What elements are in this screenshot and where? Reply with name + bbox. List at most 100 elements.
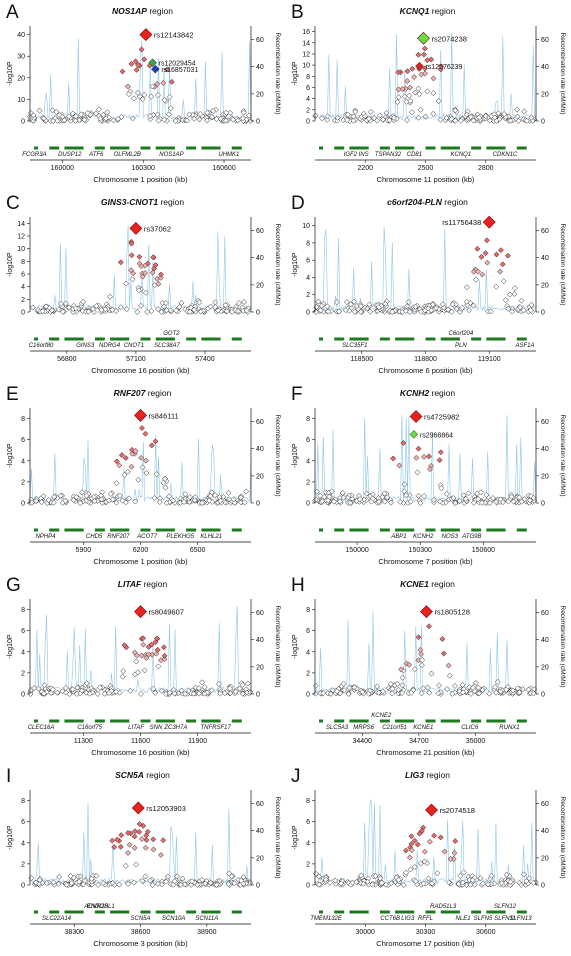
- snp-point: [181, 881, 188, 888]
- gene-label: IGF2: [344, 152, 358, 158]
- snp-point: [67, 873, 74, 880]
- snp-point: [484, 259, 491, 266]
- panel-title-gene: c6orf204-PLN: [387, 197, 442, 207]
- snp-point: [152, 438, 159, 445]
- snp-point: [479, 687, 486, 693]
- gene-bar: [395, 719, 412, 723]
- x-tick-label: 160600: [212, 165, 235, 172]
- snp-point: [76, 878, 83, 885]
- snp-point: [223, 109, 230, 116]
- y2-tick-label: 20: [256, 664, 264, 671]
- snp-point: [324, 303, 331, 310]
- snp-point: [128, 463, 135, 470]
- snp-point: [415, 492, 422, 499]
- snp-point: [399, 682, 406, 689]
- x-axis-label: Chromosome 16 position (kb): [91, 366, 190, 375]
- snp-point: [426, 623, 432, 630]
- snp-point: [420, 51, 427, 58]
- y-tick-label: 14: [17, 221, 25, 228]
- snp-point: [415, 634, 422, 641]
- gene-bar: [516, 337, 527, 341]
- y2-axis-label: Recombination rate (cM/Mb): [559, 33, 566, 115]
- snp-label: rs12029454: [159, 61, 196, 68]
- snp-point: [340, 680, 347, 687]
- y2-tick-label: 40: [541, 255, 549, 262]
- snp-point: [395, 86, 402, 93]
- snp-point: [182, 690, 189, 697]
- gene-label: SLC35F1: [342, 343, 367, 349]
- snp-point: [28, 875, 35, 881]
- snp-point: [415, 445, 422, 452]
- snp-point: [347, 499, 354, 506]
- snp-point: [467, 881, 474, 888]
- snp-point: [487, 308, 494, 315]
- snp-point: [142, 289, 149, 296]
- gene-label: TMEM132E: [310, 916, 343, 922]
- snp-point: [207, 879, 214, 886]
- gene-bar: [379, 910, 390, 914]
- snp-point: [374, 117, 381, 124]
- panel-letter: G: [6, 575, 21, 596]
- snp-point: [421, 45, 428, 52]
- snp-point: [353, 879, 360, 886]
- y-axis-label: -log10P: [292, 252, 299, 276]
- snp-point: [177, 881, 184, 888]
- snp-point: [401, 488, 408, 495]
- gene-bar: [334, 528, 345, 532]
- snp-point: [139, 464, 146, 471]
- gene-bar: [125, 528, 130, 532]
- panel-title: RNF207 region: [0, 388, 285, 398]
- gene-label: C16orf75: [77, 725, 102, 731]
- snp-point: [421, 848, 428, 855]
- snp-point: [362, 113, 369, 120]
- snp-point: [511, 290, 518, 297]
- y2-tick-label: 0: [256, 501, 260, 508]
- snp-point: [381, 498, 388, 505]
- snp-point: [418, 690, 425, 697]
- gene-bar: [364, 146, 369, 150]
- gene-bar: [334, 337, 345, 341]
- snp-point: [398, 666, 405, 673]
- gene-bar: [501, 910, 506, 914]
- snp-point: [121, 472, 128, 478]
- snp-point: [195, 685, 202, 692]
- snp-point: [38, 499, 45, 506]
- lead-snp-label: rs4725982: [424, 412, 459, 421]
- gene-bar: [425, 719, 436, 723]
- snp-point: [436, 682, 443, 689]
- snp-point: [80, 881, 87, 888]
- panel-c: C GINS3-CNOT1 region rs37062 0 2 4 6 8 10 12 14 -lo…: [0, 191, 285, 382]
- snp-point: [241, 299, 248, 305]
- snp-point: [379, 879, 385, 886]
- labelled-snp-point: [415, 61, 424, 71]
- snp-point: [186, 111, 193, 118]
- snp-point: [29, 304, 36, 311]
- snp-point: [428, 670, 435, 677]
- y-tick-label: 10: [17, 97, 25, 104]
- regional-association-plot: rs846111 0 2 4 6 8 -log10P 0 20 40 60 Recombination…: [7, 408, 281, 566]
- y-tick-label: 10: [17, 246, 25, 253]
- x-tick-label: 56800: [57, 356, 77, 363]
- snp-point: [199, 679, 206, 686]
- snp-point: [312, 690, 319, 697]
- snp-point: [150, 254, 157, 261]
- snp-point: [201, 684, 208, 691]
- snp-point: [113, 499, 120, 506]
- snp-point: [230, 116, 237, 123]
- snp-point: [455, 881, 462, 887]
- gene-bar: [140, 528, 151, 532]
- snp-point: [144, 260, 151, 267]
- gene-bar: [216, 910, 221, 914]
- gene-bar: [516, 910, 527, 914]
- x-tick-label: 11900: [188, 738, 207, 745]
- panel-h: H KCNE1 region rs1805128 0 2 4 6 8 -log10P 0 20 40 6…: [285, 573, 570, 764]
- snp-point: [412, 878, 419, 885]
- gene-bar: [216, 337, 221, 341]
- y-tick-label: 12: [302, 51, 310, 58]
- snp-point: [117, 843, 124, 850]
- snp-point: [514, 685, 521, 692]
- snp-point: [482, 113, 489, 119]
- gene-label: SCN10A: [162, 916, 185, 922]
- snp-point: [415, 85, 422, 92]
- y-axis-label: -log10P: [7, 443, 14, 467]
